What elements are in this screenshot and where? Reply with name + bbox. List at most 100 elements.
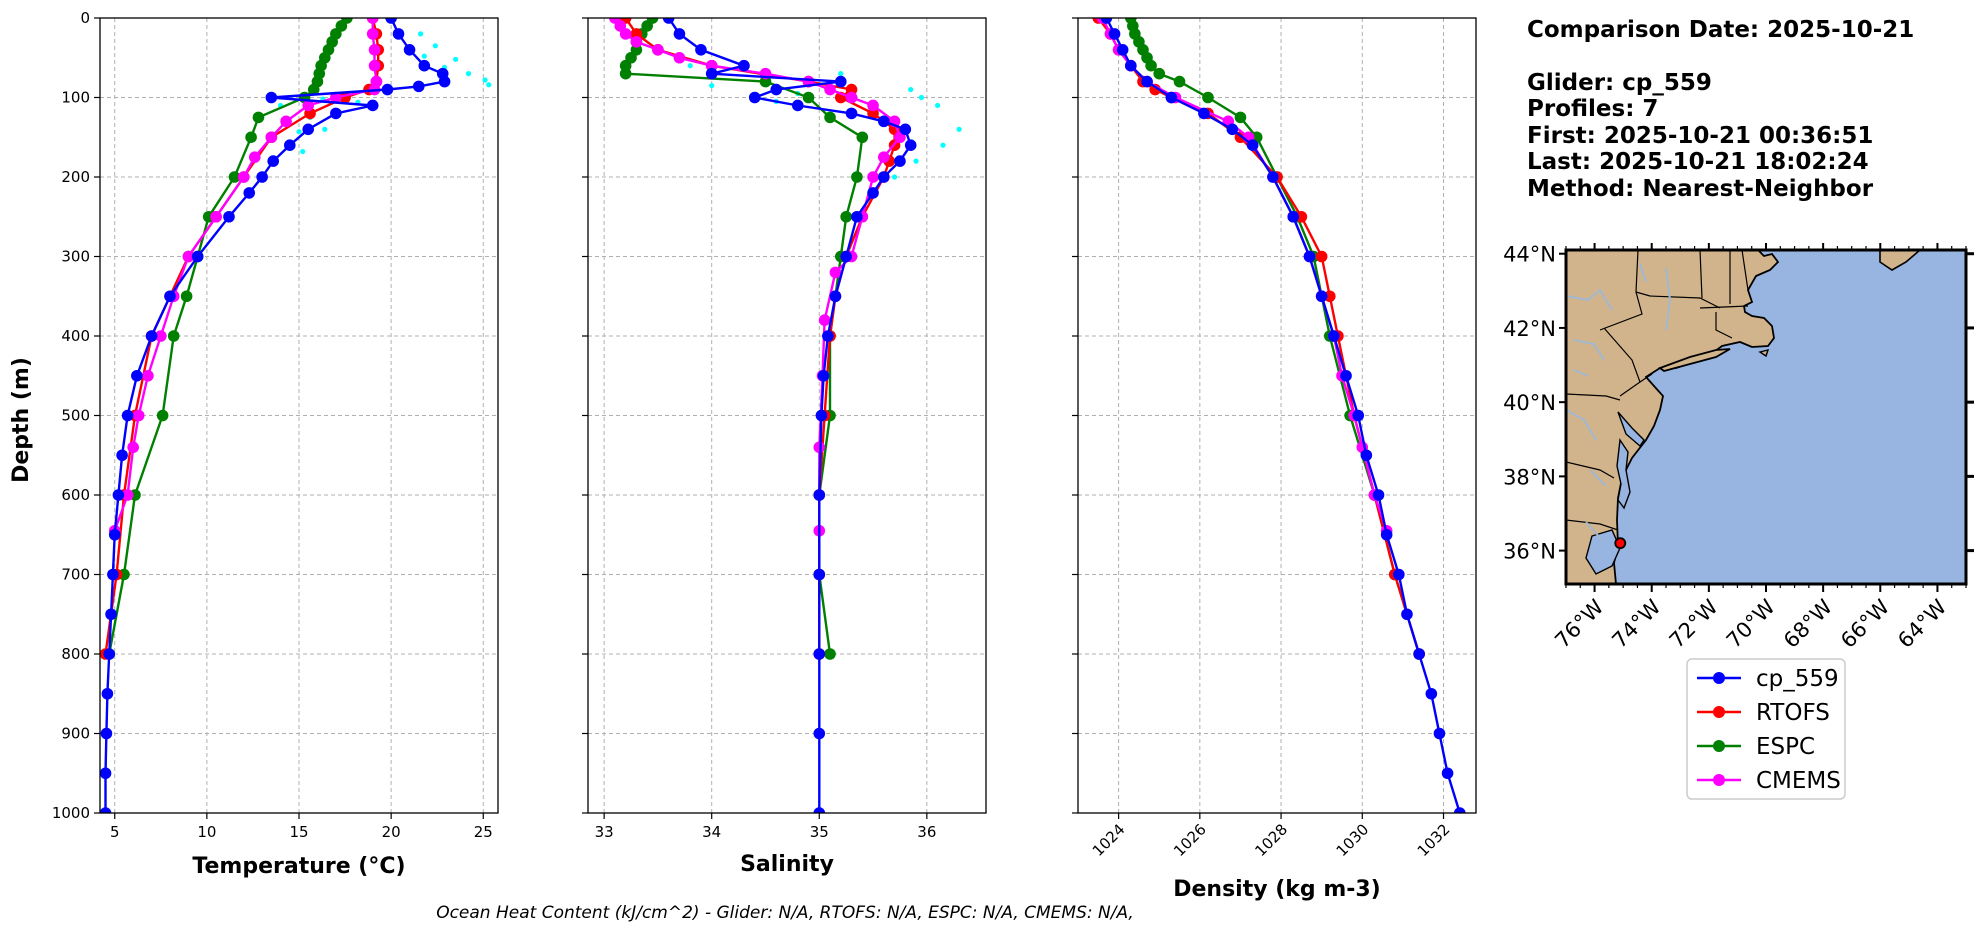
salinity-espc-marker-11 [856, 131, 869, 144]
map-lat-label-2: 40°N [1503, 391, 1556, 415]
temperature-glider-marker-17 [191, 250, 204, 263]
density-xtick-label-1026: 1026 [1170, 820, 1210, 860]
temperature-cmems-marker-8 [280, 115, 292, 128]
temperature-glider-marker-1 [392, 28, 405, 40]
salinity-cmems-marker-15 [867, 171, 879, 183]
temperature-glider-marker-9 [366, 99, 379, 112]
legend-marker-rtofs [1713, 706, 1725, 718]
temperature-cmems-marker-18 [127, 441, 139, 454]
salinity-glider-scatter-point-0 [908, 86, 914, 93]
temperature-espc-marker-18 [156, 409, 169, 422]
salinity-glider-marker-23 [813, 568, 826, 581]
last-time: Last: 2025-10-21 18:02:24 [1527, 149, 1869, 175]
salinity-glider-marker-10 [878, 115, 890, 128]
density-glider-marker-15 [1352, 409, 1365, 422]
temperature-glider-marker-0 [385, 18, 397, 24]
salinity-cmems-marker-18 [829, 266, 842, 279]
salinity-glider-marker-3 [738, 59, 750, 72]
salinity-cmems-marker-9 [824, 83, 836, 96]
salinity-glider-marker-1 [673, 28, 686, 40]
temperature-cmems-marker-17 [132, 409, 145, 422]
temperature-ytick-label-1000: 1000 [52, 804, 90, 822]
density-glider-marker-17 [1372, 489, 1385, 501]
profile-count: Profiles: 7 [1527, 96, 1658, 122]
density-grid [1078, 17, 1476, 814]
map-rivers [1566, 263, 1672, 541]
temperature-cmems-marker-7 [302, 99, 315, 112]
temperature-glider-marker-7 [381, 83, 394, 96]
legend-label-glider: cp_559 [1756, 666, 1839, 692]
map-lon-label-4: 68°W [1779, 595, 1837, 653]
salinity-glider-line [667, 18, 913, 813]
temperature-glider-marker-24 [108, 528, 121, 541]
density-espc-marker-10 [1234, 111, 1247, 124]
density-rtofs-marker-12 [1323, 290, 1336, 303]
temperature-glider-marker-20 [131, 369, 143, 382]
salinity-xtick-label-33: 33 [595, 823, 614, 841]
temperature-ytick-label-800: 800 [61, 645, 90, 663]
temperature-cmems-marker-6 [330, 91, 342, 104]
temperature-cmems-marker-11 [237, 171, 250, 183]
salinity-cmems-marker-14 [878, 151, 890, 163]
nantucket [1758, 349, 1770, 358]
density-glider-marker-5 [1165, 91, 1178, 104]
map-lon-label-5: 66°W [1836, 595, 1894, 653]
temperature-glider-marker-2 [403, 44, 416, 56]
temperature-espc-marker-11 [252, 111, 265, 124]
temperature-glider-marker-25 [107, 568, 119, 581]
density-glider-marker-6 [1198, 107, 1210, 120]
temperature-glider-scatter-point-12 [322, 126, 328, 132]
nova-scotia [1879, 250, 1922, 271]
temperature-ytick-label-400: 400 [61, 327, 90, 345]
temperature-glider-marker-22 [116, 449, 128, 462]
salinity-panel: 33 34 35 36 [582, 17, 987, 841]
location-map: 44°N 42°N 40°N 38°N 36°N 76°W 74°W 72°W 70°W 68°… [1503, 243, 1974, 653]
density-espc-marker-7 [1153, 67, 1166, 80]
density-glider-marker-2 [1116, 44, 1129, 56]
temperature-glider-scatter-point-4 [482, 77, 488, 83]
salinity-glider-marker-6 [770, 83, 783, 96]
salinity-glider-marker-21 [815, 409, 828, 422]
salinity-glider-marker-22 [813, 489, 826, 501]
temperature-glider-scatter-point-13 [300, 148, 306, 155]
density-xtick-label-1032: 1032 [1414, 820, 1454, 860]
legend-marker-espc [1713, 740, 1725, 752]
map-lon-label-2: 72°W [1665, 595, 1723, 653]
temperature-glider-marker-14 [256, 171, 268, 183]
salinity-glider-scatter-point-6 [891, 174, 898, 180]
temperature-glider-marker-26 [105, 608, 117, 621]
temperature-glider-scatter-point-1 [432, 43, 438, 49]
temperature-glider-marker-3 [418, 59, 431, 72]
temperature-glider-scatter-point-0 [418, 31, 424, 37]
salinity-glider-marker-19 [822, 330, 834, 342]
temperature-glider-marker-23 [112, 489, 125, 501]
density-glider-marker-24 [1441, 767, 1454, 780]
temperature-ytick-label-500: 500 [61, 407, 90, 425]
density-glider-marker-19 [1393, 568, 1405, 581]
temperature-cmems-marker-3 [368, 59, 381, 72]
temperature-cmems-marker-0 [366, 18, 379, 24]
density-xtick-label-1030: 1030 [1333, 820, 1373, 860]
state-borders [1566, 250, 1749, 531]
salinity-glider-marker-25 [813, 727, 826, 740]
salinity-rtofs-marker-7 [867, 107, 879, 120]
map-lat-label-3: 38°N [1503, 465, 1556, 489]
depth-ylabel: Depth (m) [9, 357, 34, 483]
salinity-glider-marker-7 [748, 91, 761, 104]
salinity-glider-marker-18 [829, 290, 842, 303]
density-panel: 1024 1026 1028 1030 1032 [1072, 17, 1477, 860]
map-lon-label-0: 76°W [1550, 595, 1608, 653]
temperature-glider-marker-12 [283, 139, 296, 151]
salinity-xtick-label-34: 34 [702, 823, 721, 841]
temperature-glider-marker-28 [101, 687, 114, 700]
map-tick-marks [1559, 243, 1974, 592]
temperature-ytick-label-700: 700 [61, 566, 90, 584]
temperature-glider-marker-10 [330, 107, 342, 120]
temperature-glider-marker-6 [412, 80, 425, 93]
density-glider-marker-4 [1141, 75, 1153, 88]
density-glider-marker-16 [1360, 449, 1373, 462]
salinity-glider-scatter-point-3 [956, 126, 962, 132]
legend-entry-rtofs: RTOFS [1697, 700, 1830, 726]
density-xtick-label-1028: 1028 [1251, 820, 1291, 860]
